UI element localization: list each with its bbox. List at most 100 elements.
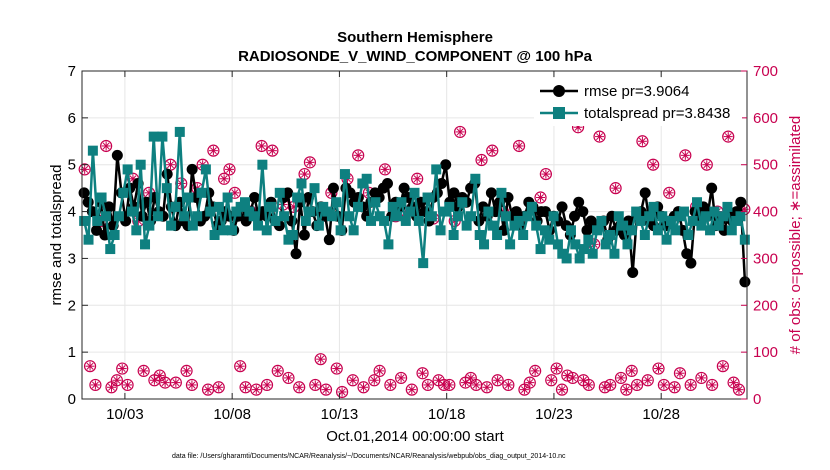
totalspread-point [713,220,724,231]
totalspread-point [644,211,655,222]
obs-assimilated-marker [117,364,127,374]
totalspread-point [574,253,585,264]
obs-assimilated-marker [627,366,637,376]
totalspread-point [161,183,172,194]
totalspread-point [422,192,433,203]
totalspread-point [313,220,324,231]
totalspread-point [187,220,198,231]
obs-possible-marker [260,378,274,392]
rmse-point [327,182,339,194]
totalspread-point [635,215,646,226]
y-right-tick-label: 300 [753,250,778,267]
ticks: 10/03 10/08 10/13 10/18 10/23 10/28 0 1 2 3 4 5 6 7 0 1… [68,63,778,423]
obs-possible-marker [378,163,392,176]
obs-assimilated-marker [519,385,529,395]
totalspread-point [270,215,281,226]
totalspread-point [431,164,442,175]
y-right-tick-label: 700 [753,63,778,80]
obs-assimilated-marker [654,364,664,374]
obs-possible-marker [83,360,97,373]
totalspread-point [379,215,390,226]
obs-assimilated-marker [182,366,192,376]
totalspread-point [505,239,516,250]
totalspread-point [718,211,729,222]
totalspread-point [348,225,359,236]
obs-assimilated-marker [321,385,331,395]
rmse-point [323,234,335,246]
obs-assimilated-marker [359,382,369,392]
obs-assimilated-marker [557,385,567,395]
obs-possible-marker [421,378,435,392]
obs-possible-marker [346,374,359,387]
totalspread-point [109,230,120,240]
obs-possible-marker [539,167,552,181]
totalspread-point [700,211,711,222]
y-right-tick-label: 0 [753,391,761,408]
totalspread-point [487,220,498,231]
totalspread-point [370,197,381,208]
rmse-point [556,201,568,213]
obs-possible-marker [110,374,123,387]
y-right-tick-label: 200 [753,297,778,314]
obs-possible-marker [303,156,317,169]
obs-assimilated-marker [155,371,165,381]
obs-possible-marker [89,378,102,392]
obs-assimilated-marker [353,150,363,160]
obs-possible-marker [529,364,542,377]
obs-possible-marker [491,374,504,387]
obs-assimilated-marker [85,361,95,371]
totalspread-point [513,215,524,226]
totalspread-point [405,206,416,217]
totalspread-point [192,211,203,222]
totalspread-point [153,211,164,222]
obs-assimilated-marker [267,146,277,156]
obs-assimilated-marker [611,183,621,193]
y-right-tick-label: 400 [753,204,778,221]
obs-assimilated-marker [482,382,492,392]
totalspread-point [622,239,633,250]
obs-possible-marker [647,158,660,171]
rmse-point [706,182,718,194]
totalspread-point [392,211,403,222]
obs-assimilated-marker [477,155,487,165]
obs-assimilated-marker [680,150,690,160]
totalspread-point [409,187,420,198]
totalspread-point [444,201,455,212]
totalspread-point [131,225,142,236]
obs-assimilated-marker [283,373,293,383]
totalspread-point [413,215,424,226]
y-tick-label: 3 [68,250,76,267]
obs-possible-marker [116,362,129,375]
totalspread-point [579,244,590,255]
totalspread-point [335,225,346,236]
totalspread-point [692,197,703,208]
totalspread-point [457,197,468,208]
y-tick-label: 1 [68,344,76,361]
totalspread-point [426,211,437,222]
obs-possible-marker [384,378,397,392]
obs-possible-marker [293,381,306,394]
obs-possible-marker [673,367,687,380]
obs-assimilated-marker [187,380,197,390]
obs-assimilated-marker [664,188,674,198]
obs-possible-marker [373,364,386,377]
obs-assimilated-marker [348,375,358,385]
totalspread-point [709,206,720,217]
rmse-point [735,196,747,208]
totalspread-point [665,215,676,226]
obs-assimilated-marker [412,174,422,184]
obs-possible-marker [502,378,515,392]
totalspread-point [500,211,511,222]
totalspread-point [483,206,494,217]
rmse-point [448,187,460,199]
obs-assimilated-marker [251,385,261,395]
obs-assimilated-marker [203,385,213,395]
totalspread-point [218,225,229,236]
obs-assimilated-marker [90,380,100,390]
x-tick-label: 10/03 [106,406,144,423]
totalspread-point [396,197,407,208]
obs-possible-marker [234,360,247,373]
totalspread-point [100,211,111,222]
totalspread-point [144,220,155,231]
